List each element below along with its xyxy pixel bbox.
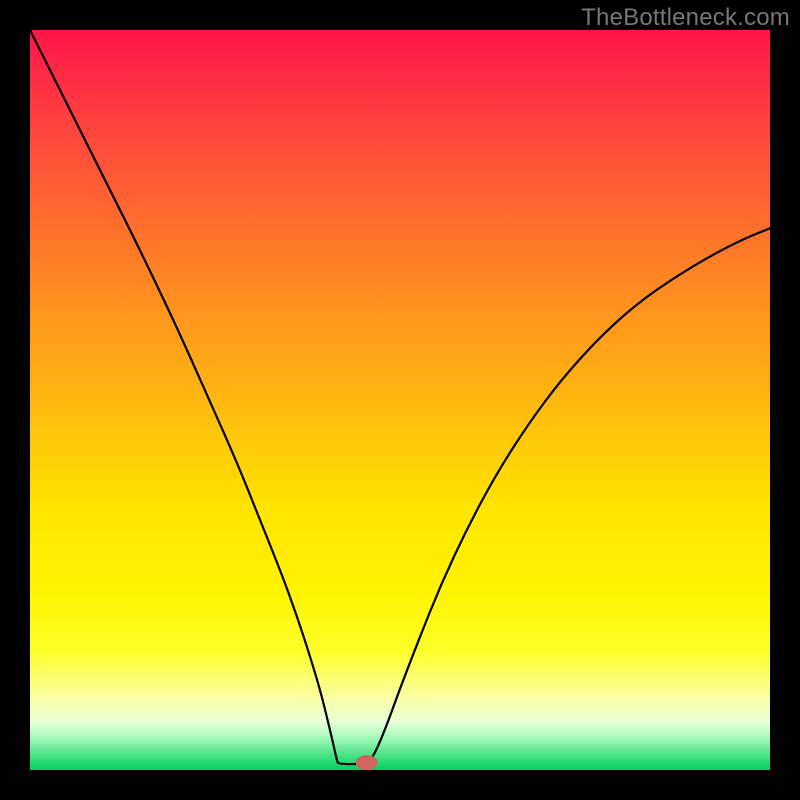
optimal-marker — [356, 755, 378, 770]
bottleneck-chart — [0, 0, 800, 800]
watermark-text: TheBottleneck.com — [581, 4, 790, 32]
gradient-background — [30, 30, 770, 770]
chart-container: TheBottleneck.com — [0, 0, 800, 800]
